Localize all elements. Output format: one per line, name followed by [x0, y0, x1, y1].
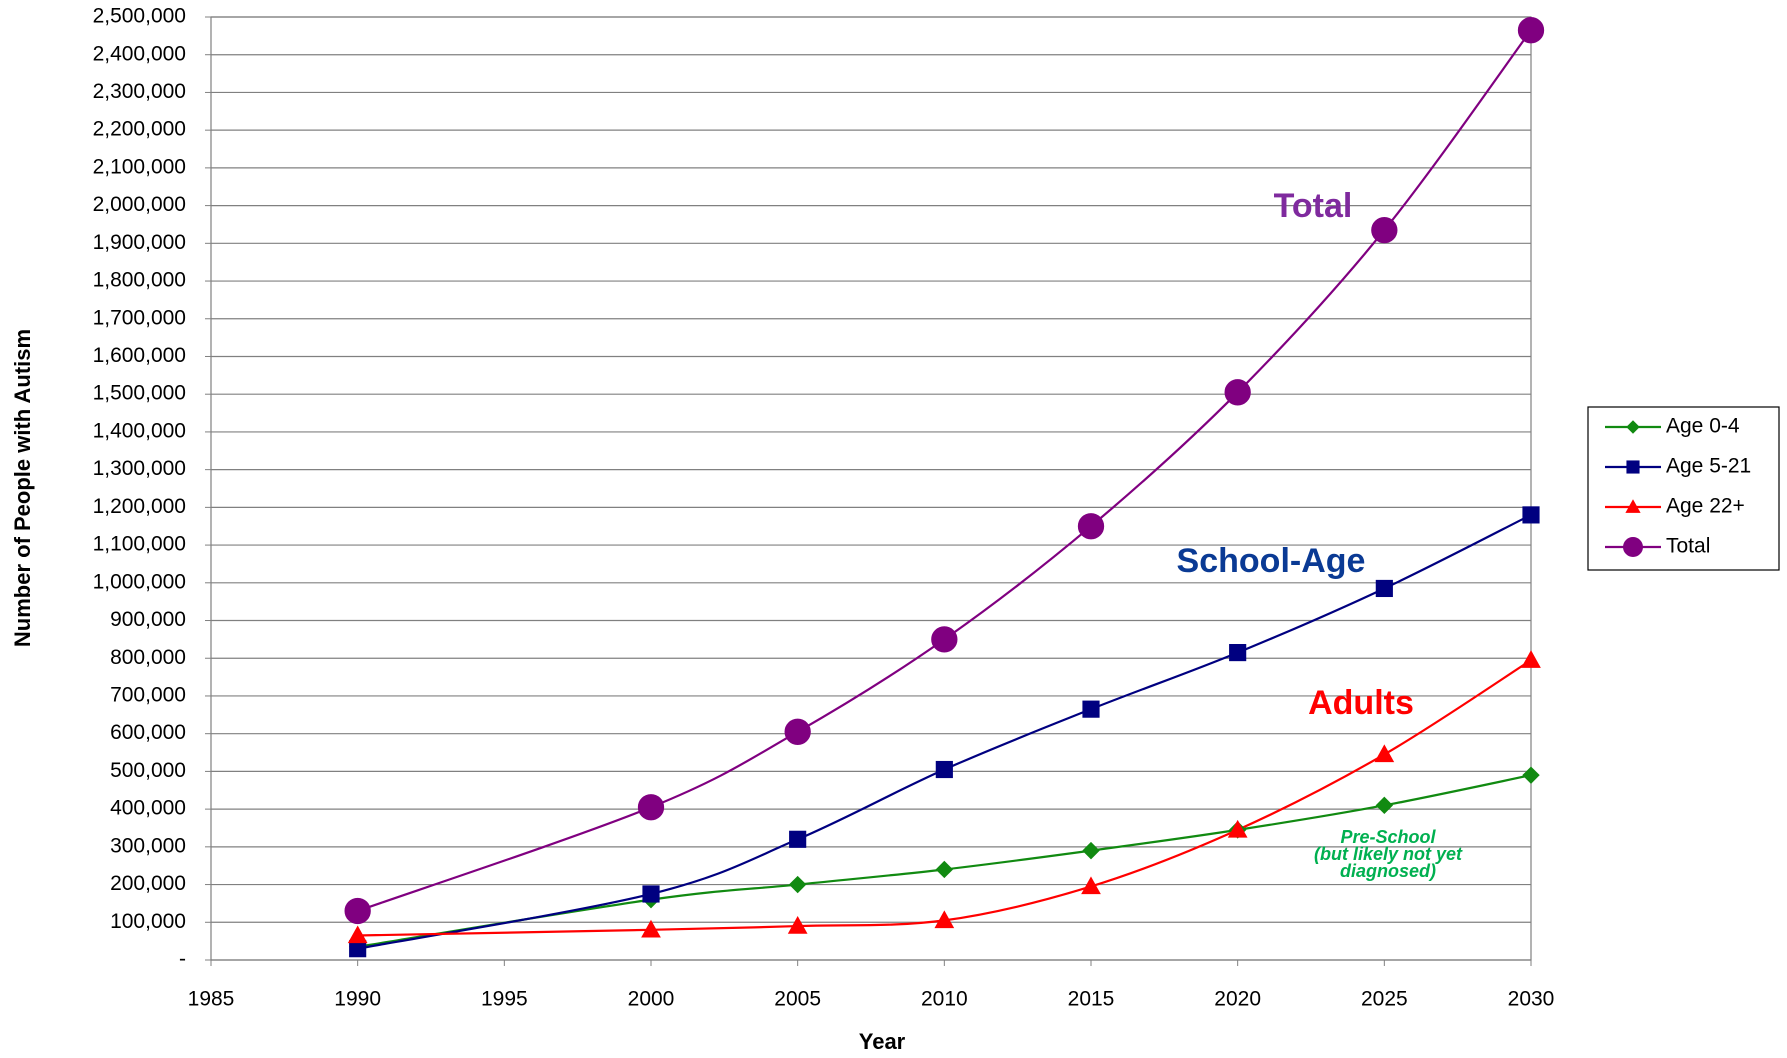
y-tick-label: 900,000 — [110, 608, 186, 631]
x-axis-title: Year — [859, 1029, 906, 1054]
x-tick-label: 2000 — [628, 988, 675, 1011]
y-tick-label: 2,000,000 — [93, 193, 186, 216]
y-tick-label: 400,000 — [110, 797, 186, 820]
y-tick-label: 1,900,000 — [93, 231, 186, 254]
data-point — [1229, 644, 1247, 662]
annotation: Pre-School — [1340, 827, 1436, 847]
legend-label: Age 22+ — [1666, 495, 1745, 518]
data-point — [1224, 379, 1251, 406]
plot-area — [210, 16, 1532, 961]
x-tick-label: 2020 — [1214, 988, 1261, 1011]
data-point — [641, 919, 661, 938]
annotation: (but likely not yet — [1314, 844, 1463, 864]
data-point — [788, 875, 807, 894]
data-point — [1371, 216, 1398, 244]
legend-label: Age 0-4 — [1666, 415, 1740, 438]
y-tick-label: 1,200,000 — [93, 495, 186, 518]
data-point — [642, 885, 660, 903]
data-point — [1374, 744, 1395, 763]
annotation: Adults — [1308, 684, 1414, 722]
legend-label: Age 5-21 — [1666, 455, 1751, 478]
data-point — [784, 718, 811, 745]
y-tick-label: 500,000 — [110, 759, 186, 782]
y-tick-label: 700,000 — [110, 684, 186, 707]
y-tick-label: 2,500,000 — [93, 5, 186, 28]
y-axis-title: Number of People with Autism — [10, 329, 35, 647]
legend: Age 0-4 Age 5-21 Age 22+ Total — [1587, 406, 1780, 571]
x-tick-label: 2010 — [921, 988, 968, 1011]
legend-marker — [1625, 499, 1641, 513]
y-tick-label: 1,100,000 — [93, 533, 186, 556]
data-point — [1227, 819, 1248, 838]
y-tick-label: - — [179, 948, 186, 971]
y-tick-label: 1,800,000 — [93, 269, 186, 292]
data-point — [1082, 841, 1100, 860]
x-tick-label: 1995 — [481, 988, 528, 1011]
data-point — [637, 794, 665, 821]
data-point — [1081, 876, 1101, 895]
y-tick-label: 2,100,000 — [93, 155, 186, 178]
data-point — [789, 830, 807, 848]
series-line — [357, 29, 1532, 913]
y-tick-label: 1,300,000 — [93, 457, 186, 480]
x-tick-label: 1985 — [188, 988, 235, 1011]
y-tick-label: 600,000 — [110, 721, 186, 744]
y-tick-label: 800,000 — [110, 646, 186, 669]
data-point — [1521, 650, 1541, 668]
y-tick-label: 1,500,000 — [93, 382, 186, 405]
data-point — [787, 916, 808, 934]
data-point — [935, 860, 954, 879]
x-tick-label: 2005 — [774, 988, 821, 1011]
data-point — [347, 925, 368, 944]
x-tick-label: 2030 — [1508, 988, 1555, 1011]
y-tick-label: 1,400,000 — [93, 419, 186, 442]
series-line — [357, 774, 1532, 948]
x-tick-label: 2025 — [1361, 988, 1408, 1011]
data-point — [1522, 506, 1540, 524]
y-tick-label: 1,600,000 — [93, 344, 186, 367]
y-tick-label: 1,000,000 — [93, 570, 186, 593]
data-point — [1082, 700, 1100, 718]
y-tick-label: 300,000 — [110, 834, 186, 857]
data-point — [935, 760, 953, 779]
series-line — [357, 513, 1532, 950]
annotation: School-Age — [1177, 542, 1366, 580]
x-tick-label: 1990 — [334, 988, 381, 1011]
y-tick-label: 1,700,000 — [93, 306, 186, 329]
data-point — [344, 897, 371, 925]
data-point — [1522, 766, 1540, 784]
annotation: Total — [1274, 187, 1353, 225]
legend-marker — [1626, 460, 1640, 474]
data-point — [934, 910, 955, 929]
legend-marker — [1623, 537, 1643, 557]
legend-label: Total — [1666, 535, 1710, 558]
y-tick-label: 2,400,000 — [93, 42, 186, 65]
x-tick-label: 2015 — [1068, 988, 1115, 1011]
data-point — [1517, 17, 1545, 44]
y-tick-label: 200,000 — [110, 872, 186, 895]
y-tick-label: 100,000 — [110, 910, 186, 933]
data-point — [1375, 579, 1393, 598]
legend-marker — [1626, 420, 1640, 434]
data-point — [1375, 796, 1394, 815]
series-line — [357, 659, 1532, 937]
data-point — [1077, 513, 1105, 540]
y-tick-label: 2,200,000 — [93, 118, 186, 141]
annotation: diagnosed) — [1340, 861, 1436, 881]
y-tick-label: 2,300,000 — [93, 80, 186, 103]
data-point — [931, 626, 958, 653]
legend-box — [1587, 406, 1780, 571]
